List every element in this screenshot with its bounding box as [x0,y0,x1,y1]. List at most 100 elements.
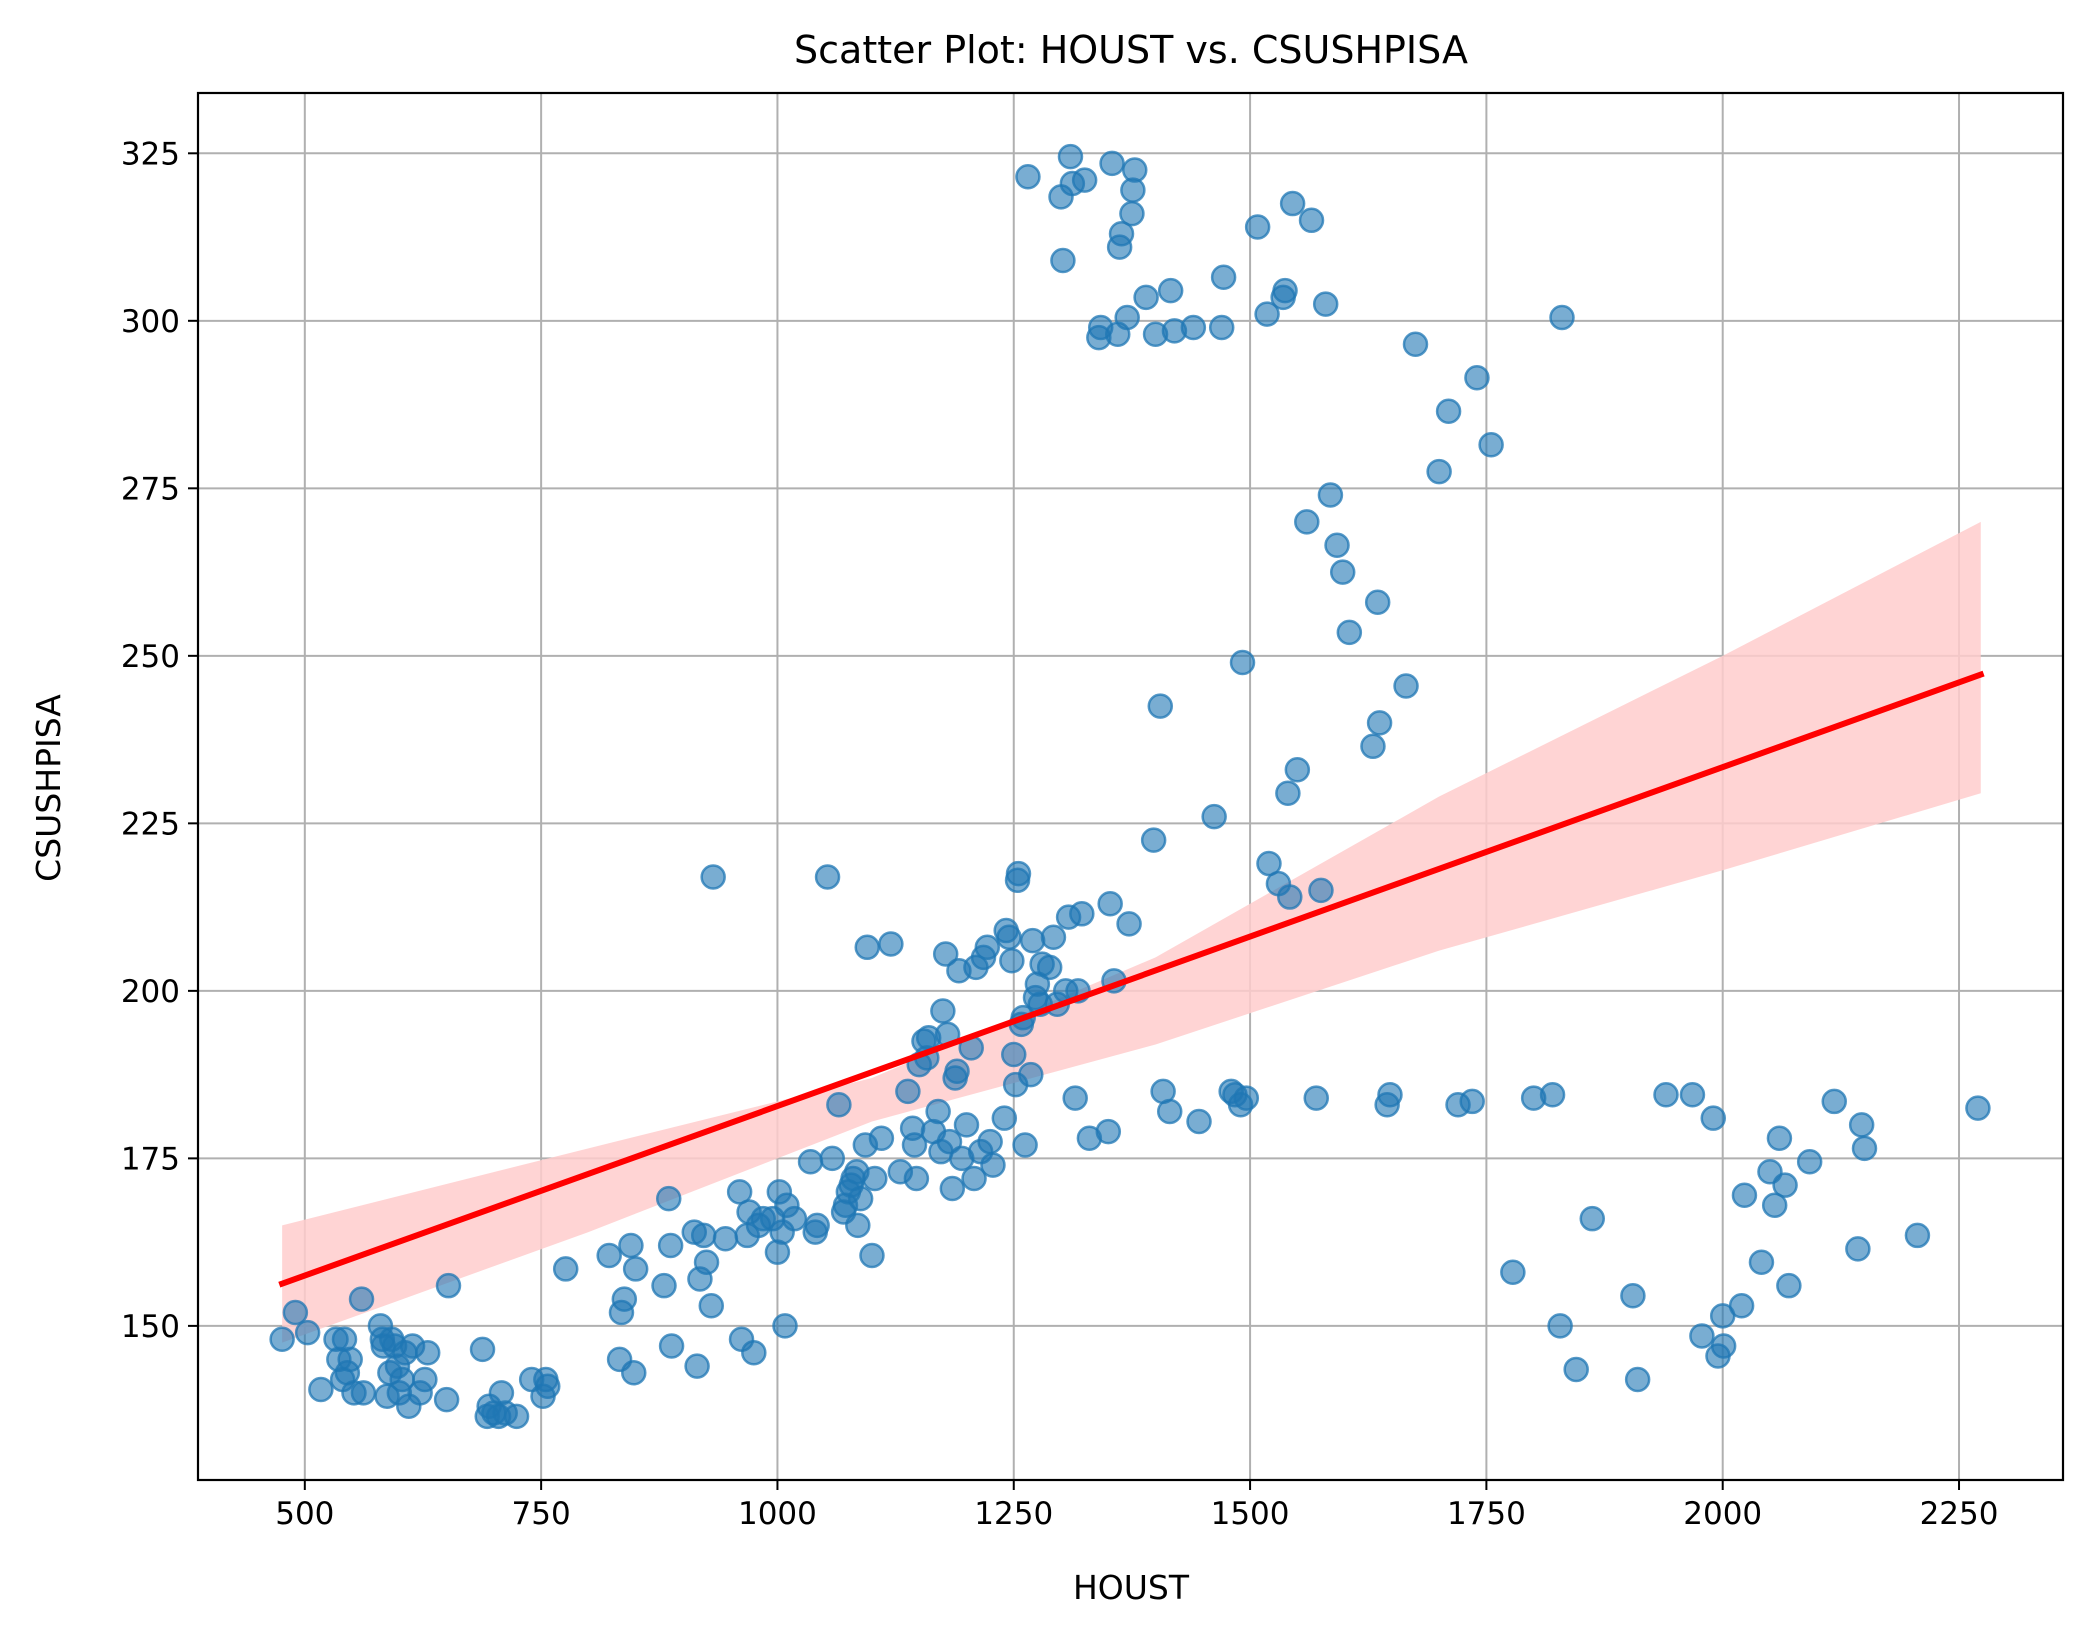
data-point [1435,398,1462,425]
data-point [1095,1118,1122,1145]
data-point [651,1272,677,1299]
data-point [1689,1323,1715,1349]
data-point [1772,1172,1798,1198]
data-point [1312,291,1339,317]
data-point [1845,1236,1871,1262]
data-point [552,1256,579,1282]
data-point [412,1366,438,1393]
data-point [308,1376,334,1403]
data-point [953,1112,980,1138]
x-tick-label: 2000 [1683,1496,1762,1532]
data-point [1851,1135,1878,1162]
data-point [690,1222,717,1249]
data-point [657,1232,684,1259]
data-point [1116,911,1142,937]
data-point [772,1313,798,1339]
y-axis-ticks: 150 175 200 225 250 275 300 325 [121,136,198,1345]
data-point [1364,589,1391,615]
regression-line [278,670,1985,1288]
data-point [1317,482,1344,508]
data-point [1563,1356,1589,1383]
data-point [1040,924,1067,951]
data-point [1308,877,1334,904]
data-point [1549,304,1575,331]
data-point [1062,1085,1088,1111]
data-point [797,1148,824,1175]
data-point [814,864,841,890]
data-point [1366,710,1393,736]
data-point [1848,1112,1875,1138]
data-point [1539,1081,1566,1108]
data-point [1244,214,1271,240]
y-tick-label: 300 [121,304,180,340]
x-tick-label: 1250 [974,1496,1053,1532]
data-point [1099,150,1125,177]
data-point [1108,220,1135,247]
data-point [1140,827,1167,853]
x-axis-ticks: 500 750 1000 1250 1500 1750 2000 2250 [275,1480,1998,1532]
data-point [1624,1366,1651,1393]
data-point [1796,1148,1823,1175]
data-point [1254,301,1280,327]
confidence-band [282,521,1981,1343]
data-point [1256,850,1282,877]
x-tick-label: 1750 [1447,1496,1526,1532]
data-point [294,1319,321,1346]
data-point [350,1380,377,1406]
data-point [1012,1132,1038,1158]
data-point [1579,1205,1606,1232]
data-point [1097,891,1123,917]
data-point [1201,803,1227,830]
y-tick-label: 275 [121,471,180,507]
x-tick-label: 500 [275,1496,334,1532]
data-point [854,934,880,961]
data-point [1294,509,1320,535]
x-tick-label: 750 [512,1496,571,1532]
data-point [658,1333,685,1359]
y-tick-label: 150 [121,1309,180,1345]
data-point [1298,207,1325,234]
data-point [1122,157,1148,183]
data-point [936,1128,963,1155]
data-point [1965,1095,1991,1121]
data-point [980,1152,1006,1178]
data-point [1279,190,1306,217]
data-point [781,1205,808,1232]
data-point [469,1336,496,1363]
data-point [433,1386,460,1413]
data-point [1284,756,1311,783]
data-point [1050,247,1076,274]
data-point [1001,1041,1027,1068]
data-point [932,941,959,967]
data-point [1700,1105,1727,1131]
data-point [1071,167,1098,193]
data-point [991,1105,1018,1131]
data-point [1233,1085,1260,1111]
data-point [1015,164,1041,190]
y-tick-label: 200 [121,974,180,1010]
data-point [269,1326,295,1353]
data-point [621,1360,647,1386]
data-point [901,1132,928,1158]
data-point [847,1185,874,1212]
data-point [1402,331,1429,358]
y-tick-label: 175 [121,1141,180,1177]
data-point [1904,1222,1931,1249]
data-point [862,1165,888,1192]
data-point [1710,1333,1737,1359]
data-point [337,1346,363,1373]
data-point [1679,1081,1706,1108]
data-point [618,1232,644,1259]
x-tick-label: 1500 [1211,1496,1290,1532]
data-point [348,1286,375,1312]
data-point [1620,1282,1646,1309]
data-point [698,1293,725,1319]
y-tick-label: 225 [121,806,180,842]
data-point [1377,1081,1403,1108]
data-point [1761,1192,1788,1219]
data-point [1360,733,1386,760]
plot-frame [196,91,2065,1482]
data-point [1119,200,1145,227]
y-tick-label: 325 [121,136,180,172]
data-point [1393,673,1419,699]
